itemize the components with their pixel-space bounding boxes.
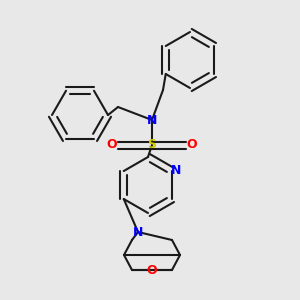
Text: O: O — [107, 139, 117, 152]
Text: S: S — [148, 139, 157, 152]
Text: N: N — [147, 113, 157, 127]
Text: O: O — [147, 263, 157, 277]
Text: N: N — [171, 164, 181, 178]
Text: N: N — [133, 226, 143, 238]
Text: O: O — [187, 139, 197, 152]
